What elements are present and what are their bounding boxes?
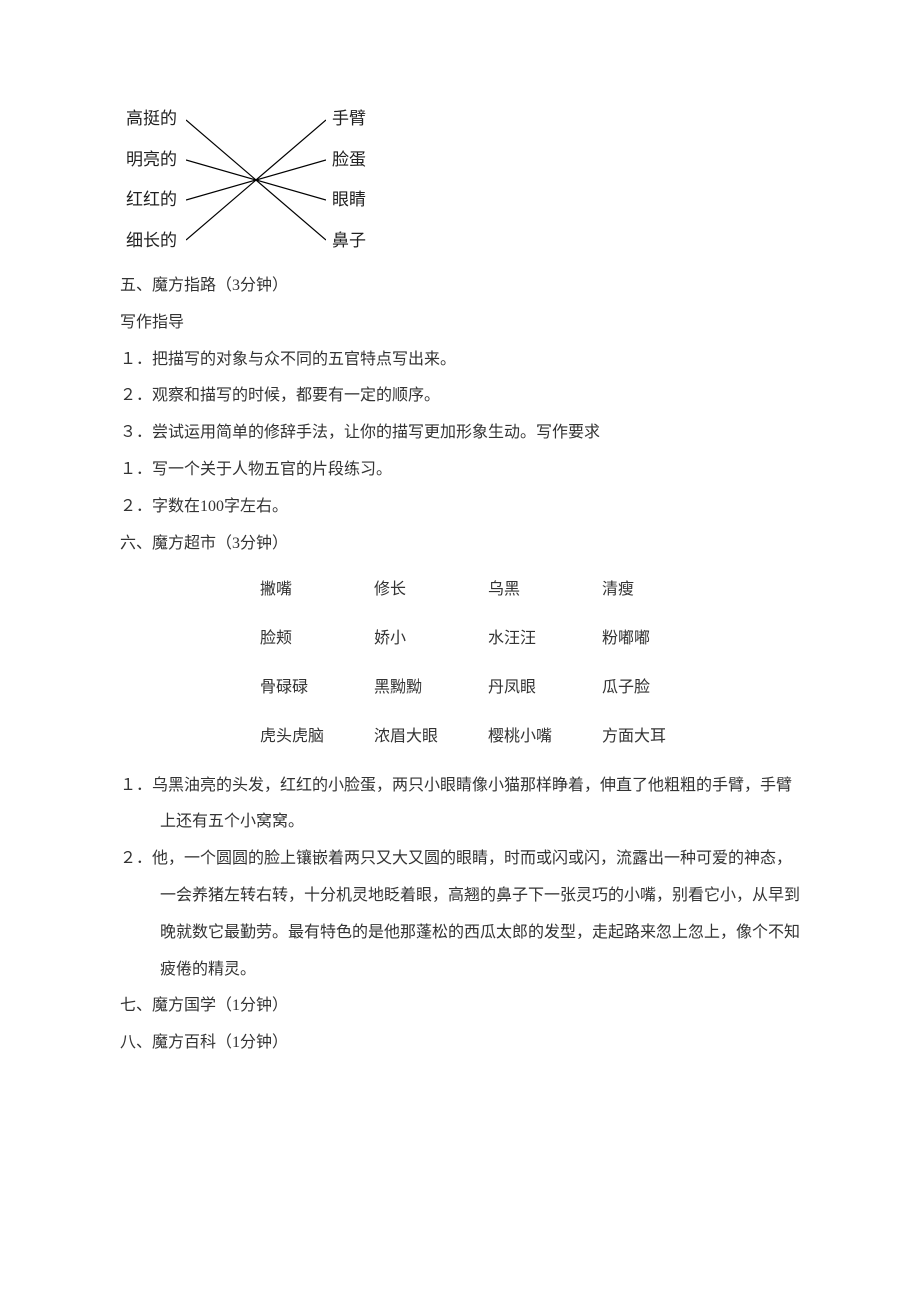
diagram-left-item: 高挺的 (126, 110, 177, 128)
writing-req-item: １．写一个关于人物五官的片段练习。 (120, 452, 800, 489)
example-text: ２．他，一个圆圆的脸上镶嵌着两只又大又圆的眼睛，时而或闪或闪，流露出一种可爱的神… (120, 850, 800, 977)
writing-guide-item: １．把描写的对象与众不同的五官特点写出来。 (120, 342, 800, 379)
diagram-left-item: 细长的 (126, 232, 177, 250)
example-text: １．乌黑油亮的头发，红红的小脸蛋，两只小眼睛像小猫那样睁着，伸直了他粗粗的手臂，… (120, 777, 792, 831)
vocabulary-grid: 撇嘴 修长 乌黑 清瘦 脸颊 娇小 水汪汪 粉嘟嘟 骨碌碌 黑黝黝 丹凤眼 瓜子… (260, 566, 800, 761)
diagram-lines (186, 112, 326, 248)
section-5-subtitle: 写作指导 (120, 305, 800, 342)
vocab-cell: 瓜子脸 (602, 664, 716, 713)
table-row: 虎头虎脑 浓眉大眼 樱桃小嘴 方面大耳 (260, 713, 716, 762)
example-sentence: ２．他，一个圆圆的脸上镶嵌着两只又大又圆的眼睛，时而或闪或闪，流露出一种可爱的神… (120, 841, 800, 988)
writing-req-item: ２．字数在100字左右。 (120, 489, 800, 526)
vocab-cell: 浓眉大眼 (374, 713, 488, 762)
vocab-cell: 脸颊 (260, 615, 374, 664)
vocab-cell: 骨碌碌 (260, 664, 374, 713)
vocab-cell: 虎头虎脑 (260, 713, 374, 762)
diagram-right-item: 手臂 (332, 110, 366, 128)
vocab-cell: 清瘦 (602, 566, 716, 615)
diagram-left-item: 明亮的 (126, 151, 177, 169)
writing-guide-item: ３．尝试运用简单的修辞手法，让你的描写更加形象生动。写作要求 (120, 415, 800, 452)
diagram-left-item: 红红的 (126, 191, 177, 209)
vocab-cell: 丹凤眼 (488, 664, 602, 713)
section-8-title: 八、魔方百科（1分钟） (120, 1025, 800, 1062)
vocab-cell: 娇小 (374, 615, 488, 664)
vocab-cell: 粉嘟嘟 (602, 615, 716, 664)
vocab-cell: 修长 (374, 566, 488, 615)
table-row: 撇嘴 修长 乌黑 清瘦 (260, 566, 716, 615)
diagram-right-column: 手臂 脸蛋 眼睛 鼻子 (332, 110, 366, 250)
table-row: 骨碌碌 黑黝黝 丹凤眼 瓜子脸 (260, 664, 716, 713)
example-sentence: １．乌黑油亮的头发，红红的小脸蛋，两只小眼睛像小猫那样睁着，伸直了他粗粗的手臂，… (120, 768, 800, 842)
vocab-cell: 撇嘴 (260, 566, 374, 615)
writing-guide-item: ２．观察和描写的时候，都要有一定的顺序。 (120, 378, 800, 415)
diagram-left-column: 高挺的 明亮的 红红的 细长的 (126, 110, 177, 250)
diagram-right-item: 脸蛋 (332, 151, 366, 169)
vocab-cell: 樱桃小嘴 (488, 713, 602, 762)
diagram-right-item: 眼睛 (332, 191, 366, 209)
matching-diagram: 高挺的 明亮的 红红的 细长的 手臂 脸蛋 眼睛 鼻子 (126, 110, 366, 250)
vocab-cell: 黑黝黝 (374, 664, 488, 713)
vocab-cell: 方面大耳 (602, 713, 716, 762)
section-5-title: 五、魔方指路（3分钟） (120, 268, 800, 305)
table-row: 脸颊 娇小 水汪汪 粉嘟嘟 (260, 615, 716, 664)
section-7-title: 七、魔方国学（1分钟） (120, 988, 800, 1025)
section-6-title: 六、魔方超市（3分钟） (120, 526, 800, 563)
document-page: 高挺的 明亮的 红红的 细长的 手臂 脸蛋 眼睛 鼻子 五、魔方指路（3分钟） … (0, 0, 920, 1122)
vocabulary-table: 撇嘴 修长 乌黑 清瘦 脸颊 娇小 水汪汪 粉嘟嘟 骨碌碌 黑黝黝 丹凤眼 瓜子… (260, 566, 716, 761)
vocab-cell: 水汪汪 (488, 615, 602, 664)
vocab-cell: 乌黑 (488, 566, 602, 615)
diagram-right-item: 鼻子 (332, 232, 366, 250)
